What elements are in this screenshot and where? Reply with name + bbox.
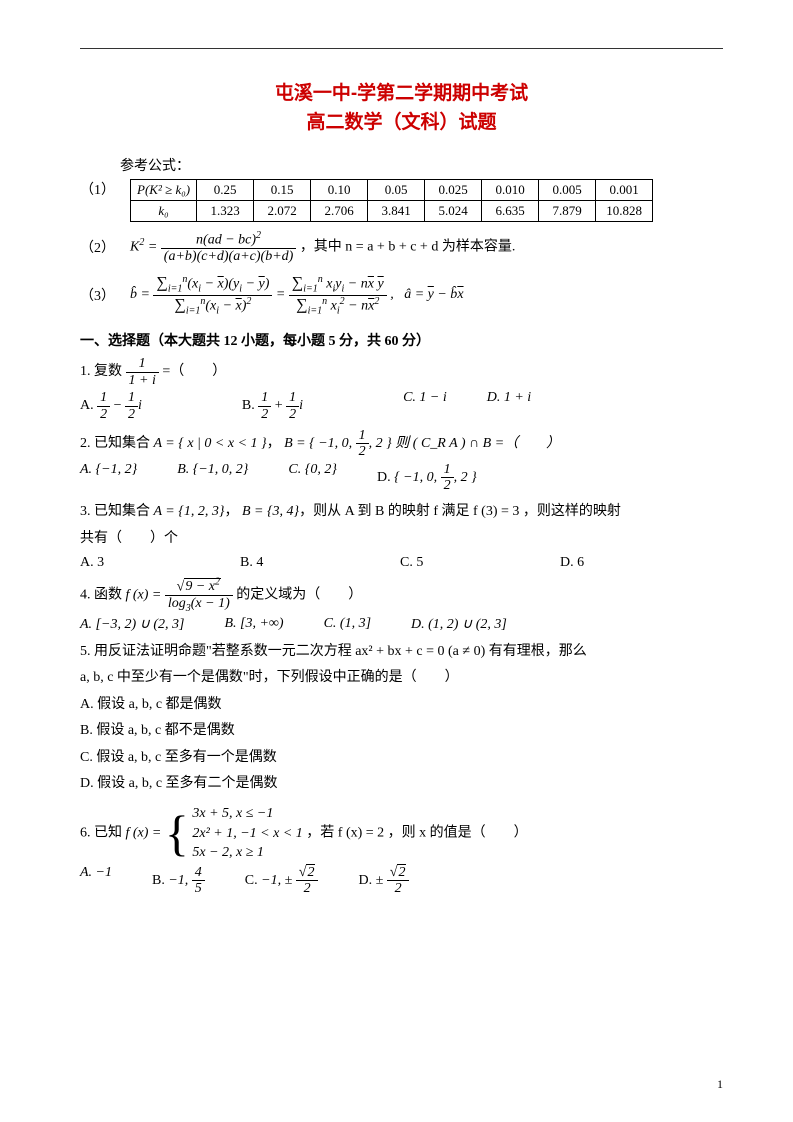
q4-opt-c: C. (1, 3]: [324, 616, 371, 633]
q2-opt-a: A. {−1, 2}: [80, 462, 137, 494]
formula-2: K2 = n(ad − bc)2 (a+b)(c+d)(a+c)(b+d) ，其…: [130, 230, 723, 264]
q4-opt-d: D. (1, 2) ∪ (2, 3]: [411, 616, 507, 633]
probability-table: P(K² ≥ k₀) 0.25 0.15 0.10 0.05 0.025 0.0…: [130, 179, 653, 222]
td: 2.706: [311, 201, 368, 222]
item-2-num: （2）: [80, 237, 130, 257]
q6-opt-d: D. ± √22: [358, 865, 409, 897]
title-line-1: 屯溪一中-学第二学期期中考试: [80, 80, 723, 109]
q2-opt-d: D. { −1, 0, 12, 2 }: [377, 462, 477, 494]
q1-options: A. 12 − 12i B. 12 + 12i C. 1 − i D. 1 + …: [80, 390, 723, 422]
q5-opt-d: D. 假设 a, b, c 至多有二个是偶数: [80, 771, 723, 798]
td: 0.10: [311, 180, 368, 201]
q2-opt-c: C. {0, 2}: [288, 462, 337, 494]
q4-opt-a: A. [−3, 2) ∪ (2, 3]: [80, 616, 184, 633]
q3-opt-b: B. 4: [240, 555, 360, 571]
q6-opt-c: C. −1, ± √22: [245, 865, 319, 897]
q4-options: A. [−3, 2) ∪ (2, 3] B. [3, +∞) C. (1, 3]…: [80, 616, 723, 633]
formula-1-row: （1） P(K² ≥ k₀) 0.25 0.15 0.10 0.05 0.025…: [80, 179, 723, 222]
formula-3-row: （3） b̂ = ∑i=1n(xi − x)(yi − y) ∑i=1n(xi …: [80, 274, 723, 316]
question-6: 6. 已知 f (x) = { 3x + 5, x ≤ −1 2x² + 1, …: [80, 804, 723, 863]
title-line-2: 高二数学（文科）试题: [80, 109, 723, 138]
q3-opt-c: C. 5: [400, 555, 520, 571]
td: 1.323: [197, 201, 254, 222]
q3-options: A. 3 B. 4 C. 5 D. 6: [80, 555, 723, 571]
table-row: k₀ 1.323 2.072 2.706 3.841 5.024 6.635 7…: [131, 201, 653, 222]
question-5: 5. 用反证法证明命题"若整系数一元二次方程 ax² + bx + c = 0 …: [80, 639, 723, 692]
q5-opt-c: C. 假设 a, b, c 至多有一个是偶数: [80, 745, 723, 772]
title: 屯溪一中-学第二学期期中考试 高二数学（文科）试题: [80, 80, 723, 137]
formula-2-row: （2） K2 = n(ad − bc)2 (a+b)(c+d)(a+c)(b+d…: [80, 230, 723, 264]
question-4: 4. 函数 f (x) = √9 − x2 log3(x − 1) 的定义域为（…: [80, 577, 723, 614]
td: 5.024: [425, 201, 482, 222]
td: 0.005: [539, 180, 596, 201]
reference-label: 参考公式：: [120, 155, 723, 175]
td: 7.879: [539, 201, 596, 222]
question-1: 1. 复数 11 + i =（ ）: [80, 356, 723, 388]
q5-options: A. 假设 a, b, c 都是偶数 B. 假设 a, b, c 都不是偶数 C…: [80, 692, 723, 798]
q1-opt-d: D. 1 + i: [487, 390, 531, 422]
th: P(K² ≥ k₀): [131, 180, 197, 201]
q3-opt-d: D. 6: [560, 555, 584, 571]
td: 0.15: [254, 180, 311, 201]
td: 2.072: [254, 201, 311, 222]
q5-opt-a: A. 假设 a, b, c 都是偶数: [80, 692, 723, 719]
q6-options: A. −1 B. −1, 45 C. −1, ± √22 D. ± √22: [80, 865, 723, 897]
q6-opt-b: B. −1, 45: [152, 865, 205, 897]
table-row: P(K² ≥ k₀) 0.25 0.15 0.10 0.05 0.025 0.0…: [131, 180, 653, 201]
formula-3: b̂ = ∑i=1n(xi − x)(yi − y) ∑i=1n(xi − x)…: [130, 274, 723, 316]
td: 0.25: [197, 180, 254, 201]
td: 0.05: [368, 180, 425, 201]
q4-opt-b: B. [3, +∞): [224, 616, 283, 633]
item-3-num: （3）: [80, 285, 130, 305]
td: 10.828: [596, 201, 653, 222]
page-number: 1: [717, 1077, 723, 1092]
q1-stem: 1. 复数: [80, 364, 122, 379]
q1-opt-b: B. 12 + 12i: [242, 390, 303, 422]
page: 屯溪一中-学第二学期期中考试 高二数学（文科）试题 参考公式： （1） P(K²…: [0, 0, 793, 1122]
q1-opt-c: C. 1 − i: [403, 390, 447, 422]
q5-opt-b: B. 假设 a, b, c 都不是偶数: [80, 718, 723, 745]
q3-opt-a: A. 3: [80, 555, 200, 571]
th: k₀: [131, 201, 197, 222]
q1-opt-a: A. 12 − 12i: [80, 390, 142, 422]
q6-opt-a: A. −1: [80, 865, 112, 897]
td: 3.841: [368, 201, 425, 222]
header-line: [80, 48, 723, 49]
q2-options: A. {−1, 2} B. {−1, 0, 2} C. {0, 2} D. { …: [80, 462, 723, 494]
question-3: 3. 已知集合 A = {1, 2, 3}， B = {3, 4}，则从 A 到…: [80, 499, 723, 552]
td: 0.001: [596, 180, 653, 201]
q2-opt-b: B. {−1, 0, 2}: [177, 462, 248, 494]
td: 0.010: [482, 180, 539, 201]
question-2: 2. 已知集合 A = { x | 0 < x < 1 }， B = { −1,…: [80, 428, 723, 460]
item-1-num: （1）: [80, 179, 130, 199]
td: 0.025: [425, 180, 482, 201]
section-1-heading: 一、选择题（本大题共 12 小题，每小题 5 分，共 60 分）: [80, 330, 723, 350]
td: 6.635: [482, 201, 539, 222]
q1-tail: =（ ）: [162, 364, 226, 379]
